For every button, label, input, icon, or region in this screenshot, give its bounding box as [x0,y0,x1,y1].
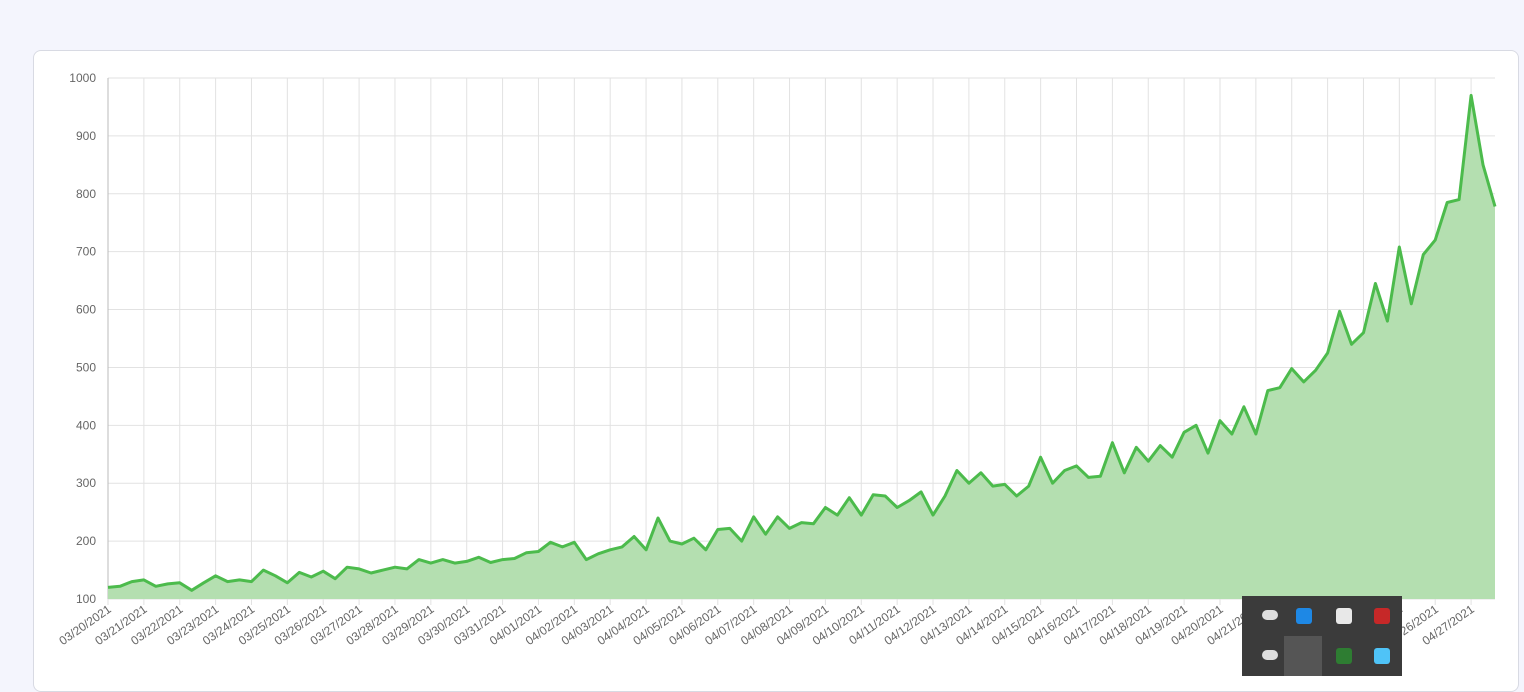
tray-icon[interactable] [1374,608,1390,624]
system-tray-popup [1242,596,1402,676]
area [108,95,1495,600]
y-tick-label: 500 [76,360,96,374]
y-tick-label: 700 [76,245,96,259]
tray-icon-selected[interactable] [1284,636,1322,676]
line [107,93,1497,592]
tray-icon[interactable] [1336,608,1352,624]
y-tick-label: 100 [76,592,96,606]
y-tick-label: 800 [76,187,96,201]
y-tick-label: 900 [76,129,96,143]
chart: 100200300400500600700800900100003/20/202… [56,71,1497,648]
tray-icon[interactable] [1336,648,1352,664]
y-tick-label: 200 [76,534,96,548]
tray-icon[interactable] [1262,650,1278,660]
tray-icon[interactable] [1374,648,1390,664]
page: {"chart_data": {"type": "line", "categor… [33,50,1519,692]
tray-icon[interactable] [1262,610,1278,620]
y-tick-label: 300 [76,476,96,490]
y-tick-label: 600 [76,303,96,317]
y-tick-label: 1000 [69,71,96,85]
y-tick-label: 400 [76,418,96,432]
tray-icon[interactable] [1296,608,1312,624]
